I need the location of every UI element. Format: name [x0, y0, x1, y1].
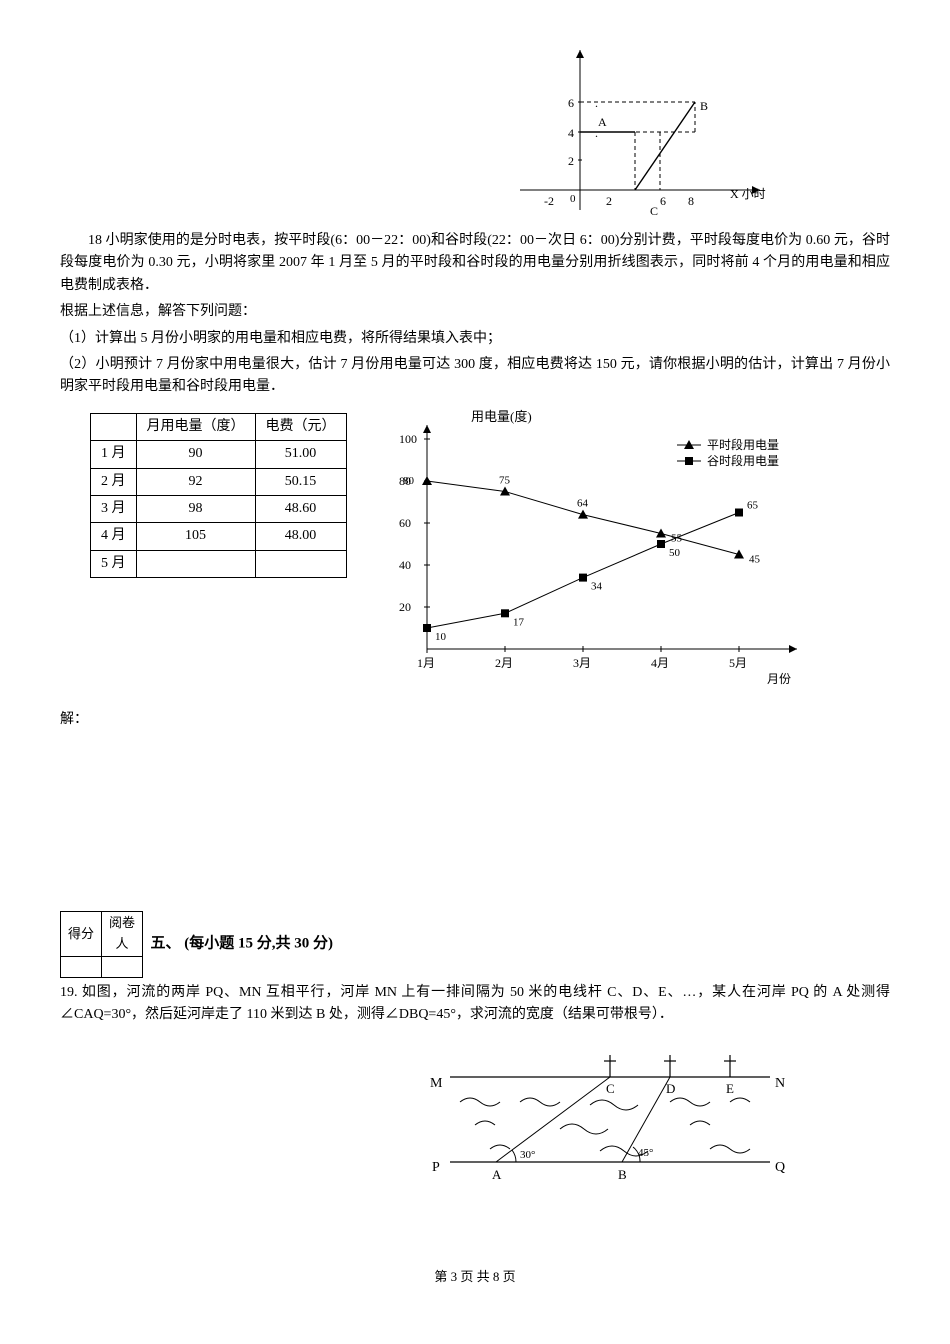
svg-text:2: 2: [568, 154, 574, 168]
svg-text:17: 17: [513, 616, 525, 628]
svg-text:50: 50: [669, 547, 681, 559]
svg-text:45°: 45°: [638, 1147, 653, 1159]
svg-text:平时段用电量: 平时段用电量: [707, 437, 779, 452]
svg-text:4: 4: [568, 126, 574, 140]
th-blank: [91, 413, 137, 440]
svg-text:34: 34: [591, 580, 603, 592]
q18-prompt: 根据上述信息，解答下列问题：: [60, 301, 890, 323]
table-row: 5 月: [91, 550, 137, 577]
svg-text:40: 40: [399, 558, 411, 572]
q18-part1: （1）计算出 5 月份小明家的用电量和相应电费，将所得结果填入表中；: [60, 328, 890, 350]
svg-text:M: M: [430, 1076, 443, 1091]
svg-text:D: D: [666, 1081, 675, 1096]
svg-text:P: P: [432, 1160, 440, 1175]
svg-text:-2: -2: [544, 194, 554, 208]
svg-text:B: B: [618, 1167, 627, 1182]
q19-text: 19. 如图，河流的两岸 PQ、MN 互相平行，河岸 MN 上有一排间隔为 50…: [60, 982, 890, 1027]
svg-text:E: E: [726, 1081, 734, 1096]
svg-text:100: 100: [399, 432, 417, 446]
svg-text:2月: 2月: [495, 656, 513, 670]
solve-label: 解：: [60, 709, 890, 731]
svg-text:3月: 3月: [573, 656, 591, 670]
svg-text:64: 64: [577, 497, 589, 509]
page-footer: 第 3 页 共 8 页: [60, 1267, 890, 1288]
svg-text:谷时段用电量: 谷时段用电量: [707, 453, 779, 468]
table-row: 4 月: [91, 523, 137, 550]
svg-text:Q: Q: [775, 1160, 785, 1175]
svg-text:65: 65: [747, 499, 759, 511]
table-row: 3 月: [91, 495, 137, 522]
svg-text:45: 45: [749, 553, 761, 565]
svg-text:8: 8: [688, 194, 694, 208]
svg-text:6: 6: [568, 96, 574, 110]
electricity-table: 月用电量（度） 电费（元） 1 月9051.00 2 月9250.15 3 月9…: [90, 413, 347, 578]
q18-lead: 18 小明家使用的是分时电表，按平时段(6：00－22：00)和谷时段(22：0…: [60, 230, 890, 297]
svg-text:B: B: [700, 99, 708, 113]
svg-text:A: A: [492, 1167, 502, 1182]
svg-text:2: 2: [606, 194, 612, 208]
usage-line-chart: 用电量(度) 20 40 60 80 100 1月 2月 3月 4月 5月月份 平时段用电量谷时段用电…: [377, 409, 807, 689]
svg-text:6: 6: [660, 194, 666, 208]
svg-text:75: 75: [499, 474, 511, 486]
svg-text:1月: 1月: [417, 656, 435, 670]
river-diagram: M N C D E P Q A B 30° 45°: [420, 1047, 800, 1197]
svg-text:.: .: [595, 96, 598, 110]
svg-text:A: A: [598, 115, 607, 129]
svg-text:月份: 月份: [767, 672, 791, 686]
top-piecewise-chart: 2 4. 6. -2 0 2 6 8 X 小时 A B C: [500, 40, 780, 220]
th-cost: 电费（元）: [255, 413, 346, 440]
svg-text:10: 10: [435, 631, 447, 643]
svg-text:30°: 30°: [520, 1149, 535, 1161]
svg-text:60: 60: [399, 516, 411, 530]
svg-text:C: C: [650, 204, 658, 218]
table-row: 2 月: [91, 468, 137, 495]
score-h2: 阅卷人: [102, 912, 143, 957]
svg-text:5月: 5月: [729, 656, 747, 670]
svg-text:X 小时: X 小时: [730, 187, 766, 201]
q18-part2: （2）小明预计 7 月份家中用电量很大，估计 7 月份用电量可达 300 度，相…: [60, 354, 890, 399]
svg-text:20: 20: [399, 600, 411, 614]
svg-text:4月: 4月: [651, 656, 669, 670]
svg-text:55: 55: [671, 532, 683, 544]
svg-text:80: 80: [403, 475, 415, 487]
th-usage: 月用电量（度）: [136, 413, 255, 440]
score-box: 得分阅卷人: [60, 911, 143, 978]
svg-text:0: 0: [570, 193, 576, 205]
score-h1: 得分: [61, 912, 102, 957]
svg-text:N: N: [775, 1076, 785, 1091]
table-row: 1 月: [91, 441, 137, 468]
svg-text:用电量(度): 用电量(度): [471, 409, 532, 424]
section-5-title: 五、 (每小题 15 分,共 30 分): [151, 936, 334, 952]
svg-text:C: C: [606, 1081, 615, 1096]
